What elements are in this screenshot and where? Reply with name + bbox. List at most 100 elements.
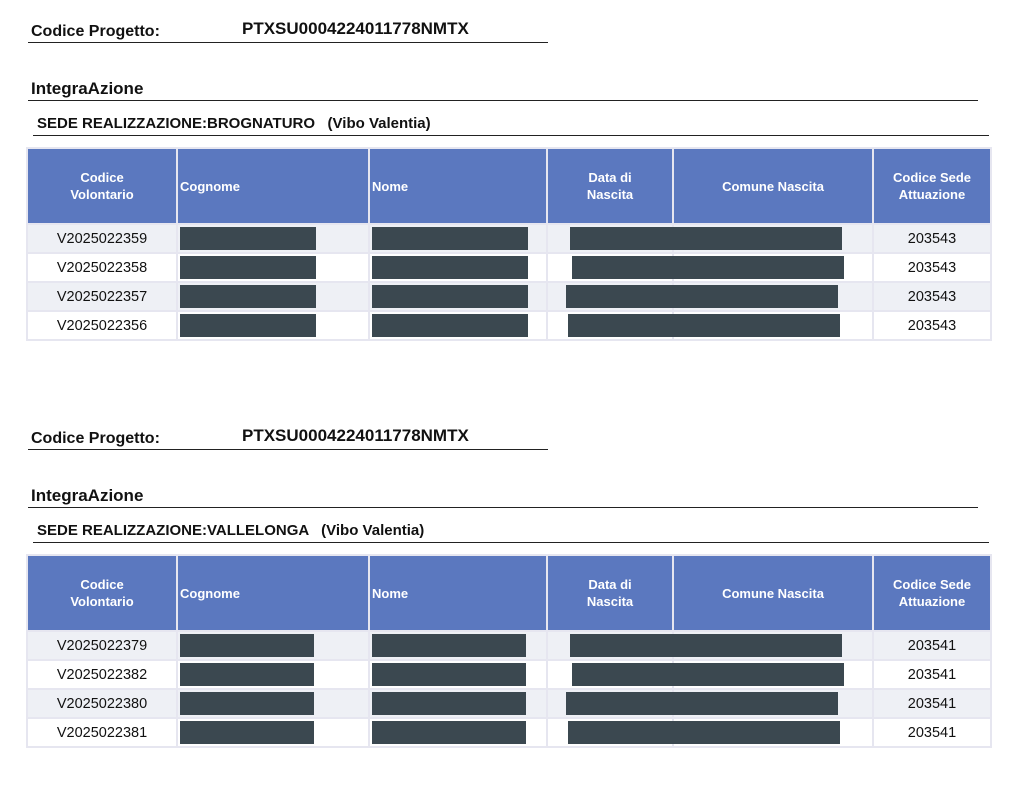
redaction-bar [674,227,842,250]
redaction-bar [568,721,676,744]
redaction-bar [180,634,314,657]
data-nascita-cell [546,717,676,748]
redaction-bar [372,692,526,715]
sede-realizzazione: SEDE REALIZZAZIONE:BROGNATURO (Vibo Vale… [37,115,431,132]
redaction-bar [372,314,528,337]
header-data-nascita: Data di Nascita [546,147,674,225]
project-title-row: IntegraAzione [28,78,978,101]
project-title-row: IntegraAzione [28,485,978,508]
redaction-bar [572,256,676,279]
codice-volontario-cell: V2025022356 [26,310,178,341]
codice-progetto-value: PTXSU0004224011778NMTX [242,19,469,38]
redaction-bar [180,721,314,744]
comune-nascita-cell [672,659,874,690]
nome-cell [368,688,548,719]
header-nome: Nome [368,147,548,225]
redaction-bar [674,663,844,686]
comune-nascita-cell [672,310,874,341]
sede-realizzazione: SEDE REALIZZAZIONE:VALLELONGA (Vibo Vale… [37,522,425,539]
codice-progetto-label: Codice Progetto: [31,23,160,40]
nome-cell [368,310,548,341]
header-codice-sede: Codice Sede Attuazione [872,554,992,632]
data-nascita-cell [546,630,676,661]
redaction-bar [674,721,840,744]
nome-cell [368,659,548,690]
cognome-cell [176,688,370,719]
header-nome: Nome [368,554,548,632]
redaction-bar [372,227,528,250]
nome-cell [368,252,548,283]
codice-sede-cell: 203541 [872,717,992,748]
redaction-bar [572,663,676,686]
codice-sede-cell: 203541 [872,630,992,661]
data-nascita-cell [546,223,676,254]
cognome-cell [176,630,370,661]
comune-nascita-cell [672,717,874,748]
data-nascita-cell [546,659,676,690]
data-nascita-cell [546,252,676,283]
redaction-bar [372,285,528,308]
redaction-bar [566,692,676,715]
cognome-cell [176,659,370,690]
codice-volontario-cell: V2025022358 [26,252,178,283]
redaction-bar [372,634,526,657]
cognome-cell [176,252,370,283]
nome-cell [368,630,548,661]
header-comune-nascita: Comune Nascita [672,147,874,225]
table-row: V2025022379 203541 [26,630,992,661]
header-cognome: Cognome [176,554,370,632]
header-codice-volontario: Codice Volontario [26,147,178,225]
codice-volontario-cell: V2025022380 [26,688,178,719]
nome-cell [368,717,548,748]
redaction-bar [372,721,526,744]
comune-nascita-cell [672,688,874,719]
codice-sede-cell: 203541 [872,659,992,690]
data-nascita-cell [546,281,676,312]
codice-volontario-cell: V2025022359 [26,223,178,254]
cognome-cell [176,223,370,254]
table-row: V2025022380 203541 [26,688,992,719]
volunteers-table: Codice Volontario Cognome Nome Data di Nas… [26,554,992,748]
codice-volontario-cell: V2025022379 [26,630,178,661]
table-header-row: Codice Volontario Cognome Nome Data di Nas… [26,147,992,225]
header-cognome: Cognome [176,147,370,225]
redaction-bar [570,634,676,657]
codice-volontario-cell: V2025022357 [26,281,178,312]
table-header-row: Codice Volontario Cognome Nome Data di Nas… [26,554,992,632]
codice-progetto-label: Codice Progetto: [31,430,160,447]
redaction-bar [180,256,316,279]
redaction-bar [372,256,528,279]
header-data-nascita: Data di Nascita [546,554,674,632]
header-codice-sede: Codice Sede Attuazione [872,147,992,225]
redaction-bar [570,227,676,250]
codice-volontario-cell: V2025022381 [26,717,178,748]
redaction-bar [180,692,314,715]
comune-nascita-cell [672,223,874,254]
redaction-bar [180,285,316,308]
project-title: IntegraAzione [31,79,144,98]
nome-cell [368,281,548,312]
table-row: V2025022382 203541 [26,659,992,690]
codice-progetto-row: Codice Progetto: PTXSU0004224011778NMTX [28,19,548,43]
redaction-bar [568,314,676,337]
codice-sede-cell: 203541 [872,688,992,719]
codice-progetto-row: Codice Progetto: PTXSU0004224011778NMTX [28,426,548,450]
volunteers-table: Codice Volontario Cognome Nome Data di Nas… [26,147,992,341]
table-row: V2025022358 203543 [26,252,992,283]
table-row: V2025022381 203541 [26,717,992,748]
codice-progetto-value: PTXSU0004224011778NMTX [242,426,469,445]
cognome-cell [176,717,370,748]
cognome-cell [176,281,370,312]
redaction-bar [674,314,840,337]
data-nascita-cell [546,310,676,341]
codice-sede-cell: 203543 [872,281,992,312]
redaction-bar [566,285,676,308]
codice-sede-cell: 203543 [872,310,992,341]
redaction-bar [180,663,314,686]
comune-nascita-cell [672,281,874,312]
project-title: IntegraAzione [31,486,144,505]
sede-realizzazione-row: SEDE REALIZZAZIONE:BROGNATURO (Vibo Vale… [33,114,989,136]
data-nascita-cell [546,688,676,719]
table-row: V2025022359 203543 [26,223,992,254]
codice-sede-cell: 203543 [872,252,992,283]
